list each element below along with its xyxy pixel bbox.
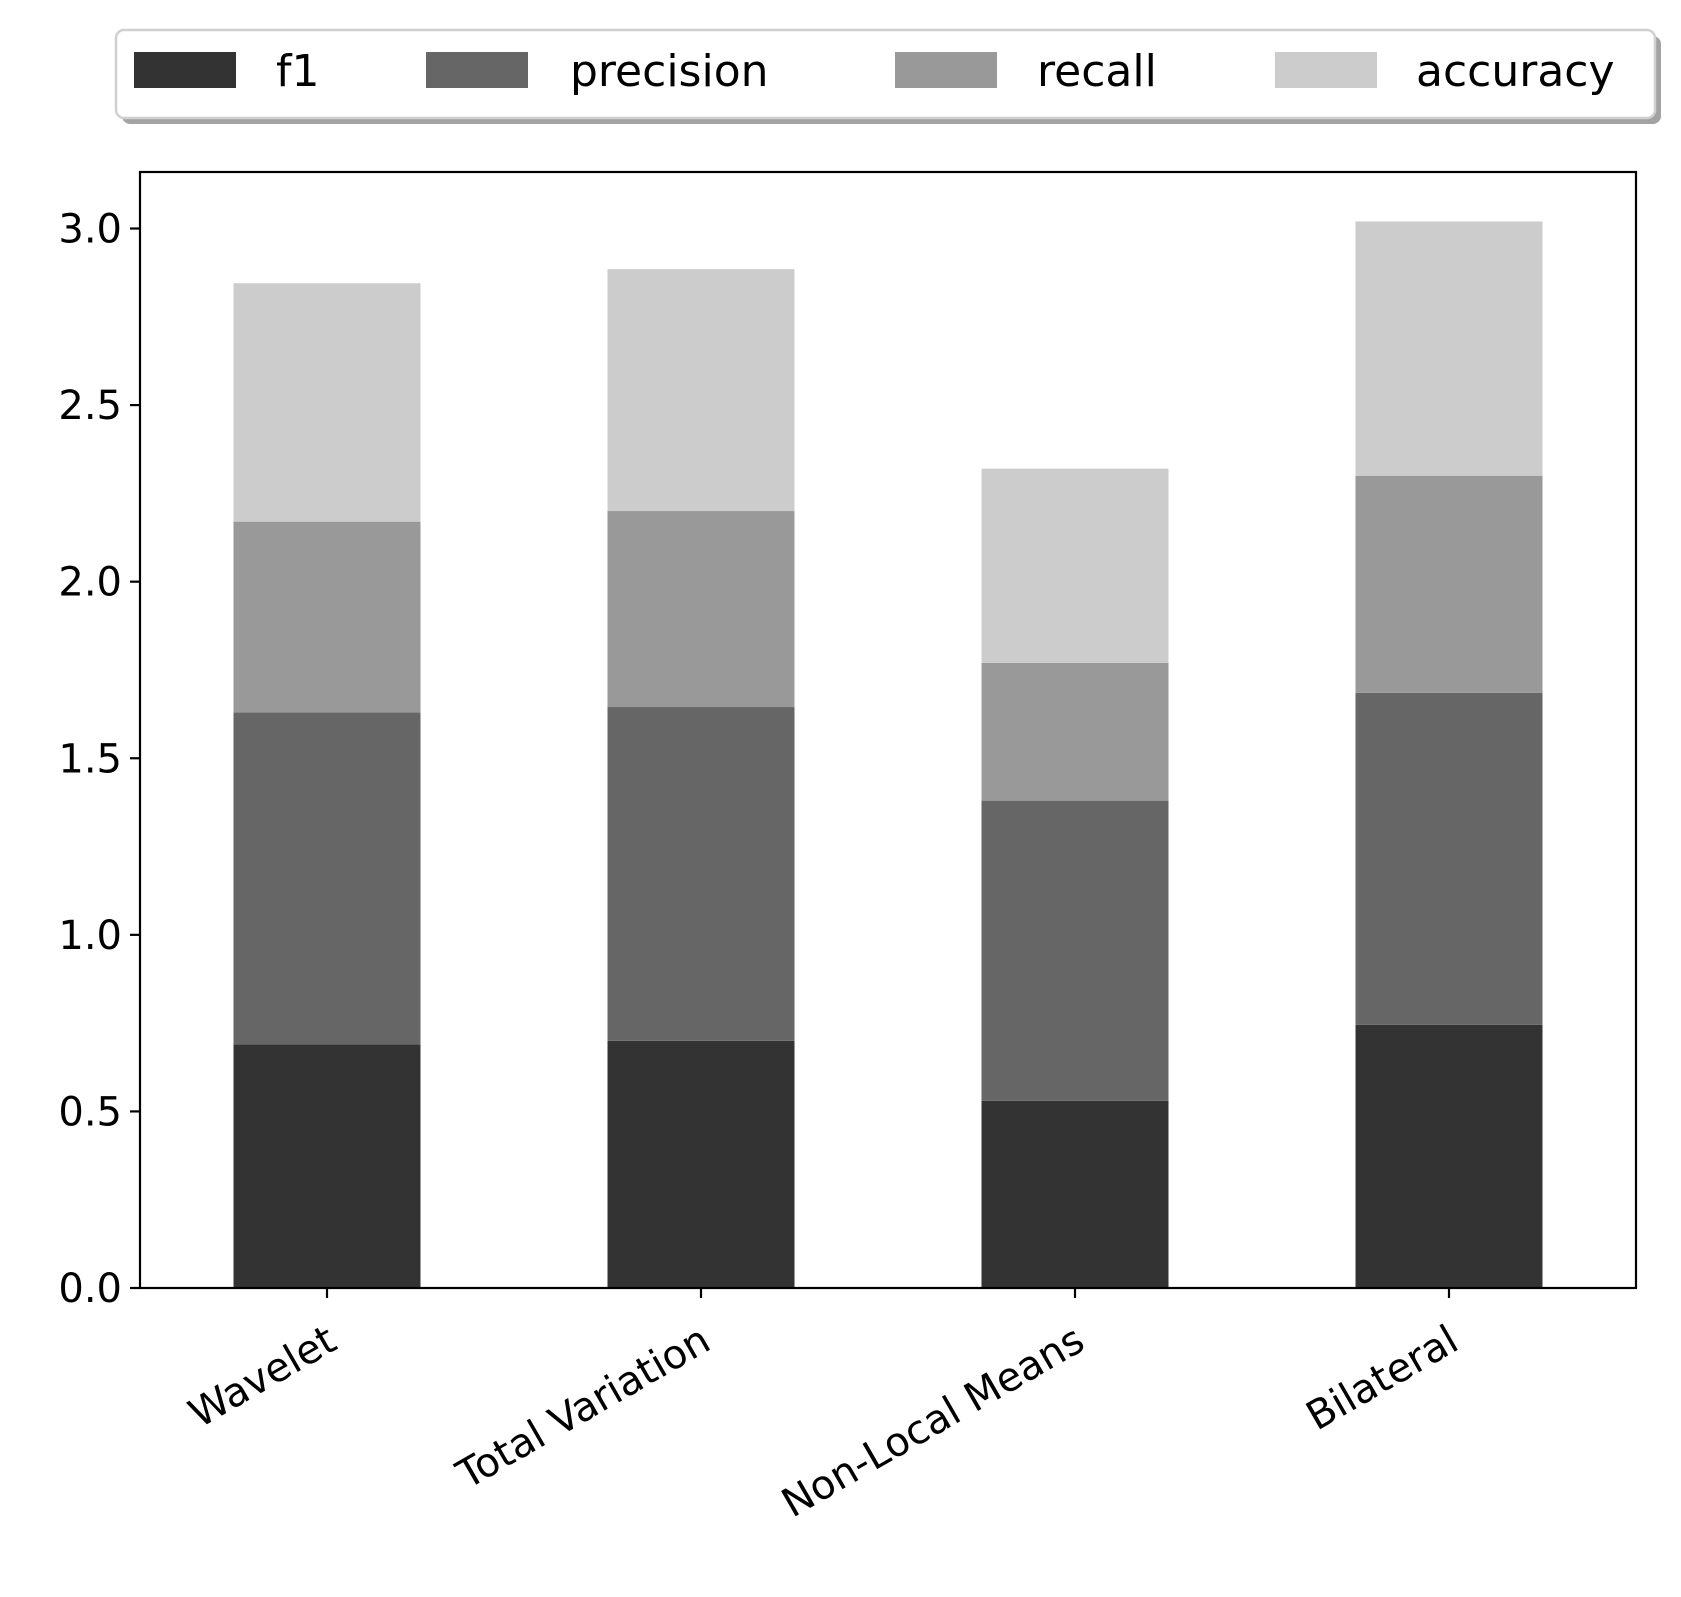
legend-label-accuracy: accuracy	[1416, 46, 1615, 97]
legend: f1 precision recall accuracy	[114, 28, 1661, 124]
y-tick-label: 2.5	[58, 383, 122, 429]
bar-f1-1	[607, 1040, 795, 1288]
bar-recall-3	[1355, 475, 1543, 693]
bar-precision-3	[1355, 692, 1543, 1025]
legend-label-f1: f1	[276, 46, 319, 97]
legend-label-precision: precision	[570, 46, 769, 97]
bar-accuracy-1	[607, 269, 795, 512]
bar-accuracy-3	[1355, 221, 1543, 476]
bar-f1-3	[1355, 1024, 1543, 1288]
bar-accuracy-0	[233, 283, 421, 522]
plot-frame	[138, 170, 1638, 1290]
bar-precision-0	[233, 712, 421, 1045]
x-tick-label: Bilateral	[1299, 1317, 1466, 1440]
y-tick-label: 1.0	[58, 913, 122, 959]
bar-f1-2	[981, 1100, 1169, 1288]
legend-label-recall: recall	[1037, 46, 1157, 97]
y-tick-label: 3.0	[58, 207, 122, 253]
x-tick-label: Total Variation	[449, 1317, 718, 1499]
y-tick-label: 1.5	[58, 736, 122, 782]
legend-swatch-accuracy	[1275, 52, 1377, 88]
bar-recall-1	[607, 511, 795, 708]
bar-precision-1	[607, 707, 795, 1041]
legend-swatch-f1	[134, 52, 236, 88]
bar-recall-2	[981, 662, 1169, 801]
x-tick-label: Non-Local Means	[774, 1317, 1092, 1527]
y-tick-label: 0.5	[58, 1089, 122, 1135]
y-tick-label: 2.0	[58, 560, 122, 606]
legend-swatch-precision	[426, 52, 528, 88]
bar-recall-0	[233, 521, 421, 713]
bar-accuracy-2	[981, 468, 1169, 663]
plot-bars	[233, 221, 1543, 1288]
x-tick-label: Wavelet	[181, 1317, 344, 1437]
bar-precision-2	[981, 800, 1169, 1101]
legend-swatch-recall	[895, 52, 997, 88]
y-tick-label: 0.0	[58, 1266, 122, 1312]
bar-f1-0	[233, 1044, 421, 1288]
